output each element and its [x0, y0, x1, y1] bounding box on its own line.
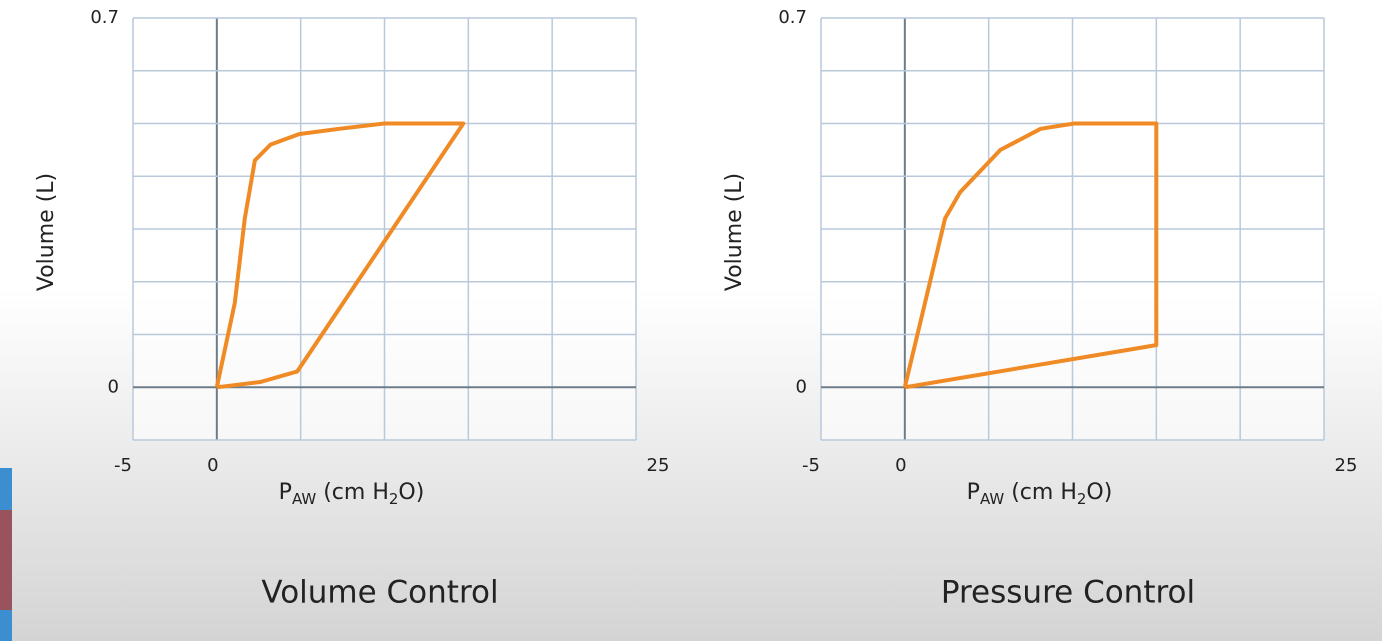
x-axis-label-part: O) — [1086, 480, 1112, 505]
y-axis-label: Volume (L) — [34, 173, 59, 291]
chart-title: Volume Control — [261, 575, 498, 611]
x-axis-label-subscript: AW — [980, 490, 1004, 508]
y-tick-label: 0.7 — [778, 7, 807, 28]
x-tick-label: -5 — [114, 455, 132, 476]
pv-loop — [902, 121, 1159, 390]
x-axis-label-part: (cm H — [1004, 480, 1077, 505]
x-axis-label: PAW (cm H2O) — [279, 480, 425, 508]
edge-image-detail — [0, 510, 12, 610]
y-axis-label: Volume (L) — [722, 173, 747, 291]
x-axis-label-part: P — [967, 480, 980, 505]
x-axis-label-subscript: 2 — [1077, 490, 1087, 508]
x-axis-label-part: P — [279, 480, 292, 505]
x-tick-label: 25 — [647, 455, 670, 476]
x-axis-label-subscript: 2 — [389, 490, 399, 508]
pv-loop — [214, 121, 466, 390]
x-axis-label-part: (cm H — [316, 480, 389, 505]
x-tick-label: 0 — [895, 455, 906, 476]
x-tick-label: 0 — [207, 455, 218, 476]
x-tick-label: 25 — [1335, 455, 1358, 476]
y-tick-label: 0.7 — [90, 7, 119, 28]
x-tick-label: -5 — [802, 455, 820, 476]
x-axis-label-subscript: AW — [292, 490, 316, 508]
x-axis-label-part: O) — [398, 480, 424, 505]
y-tick-label: 0 — [796, 376, 807, 397]
chart-title: Pressure Control — [941, 575, 1195, 611]
x-axis-label: PAW (cm H2O) — [967, 480, 1113, 508]
y-tick-label: 0 — [108, 376, 119, 397]
